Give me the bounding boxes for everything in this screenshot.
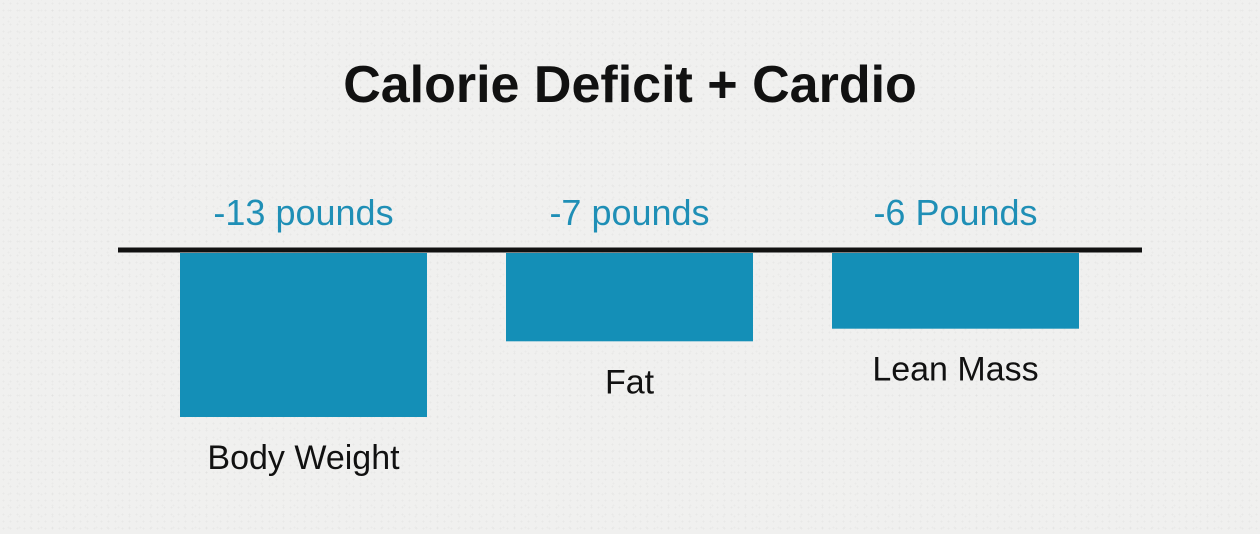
chart-title: Calorie Deficit + Cardio <box>343 56 917 114</box>
value-label: -13 pounds <box>213 192 393 233</box>
category-label: Body Weight <box>207 439 400 477</box>
bars-layer <box>180 253 1079 417</box>
bar-body-weight <box>180 253 427 417</box>
category-label: Fat <box>605 363 655 401</box>
value-label: -6 Pounds <box>873 192 1037 233</box>
bar-lean-mass <box>832 253 1079 329</box>
bar-fat <box>506 253 753 342</box>
category-label: Lean Mass <box>872 351 1038 389</box>
value-label: -7 pounds <box>549 192 709 233</box>
labels-layer: -13 pounds Body Weight -7 pounds Fat -6 Poun… <box>207 192 1038 477</box>
